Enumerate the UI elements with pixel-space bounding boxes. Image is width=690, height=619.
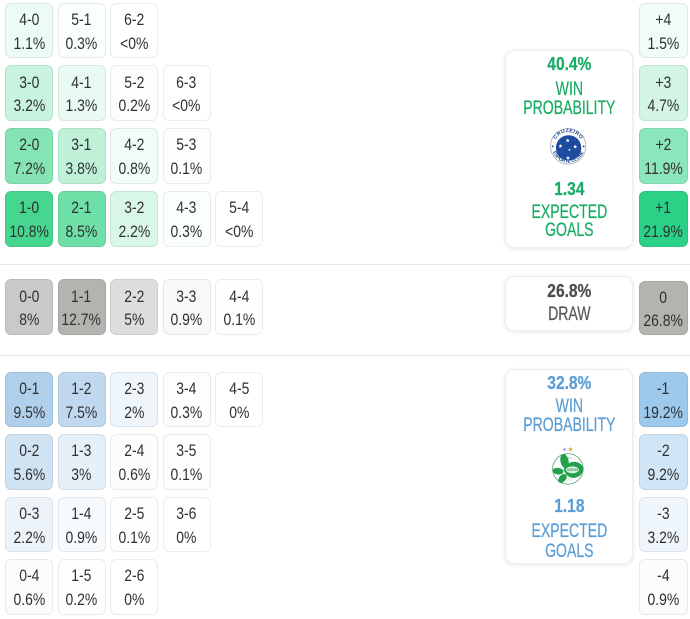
svg-text:E.C.: E.C.	[568, 456, 573, 460]
svg-text:JUVENTUDE: JUVENTUDE	[567, 468, 579, 472]
svg-text:1913: 1913	[566, 478, 572, 482]
